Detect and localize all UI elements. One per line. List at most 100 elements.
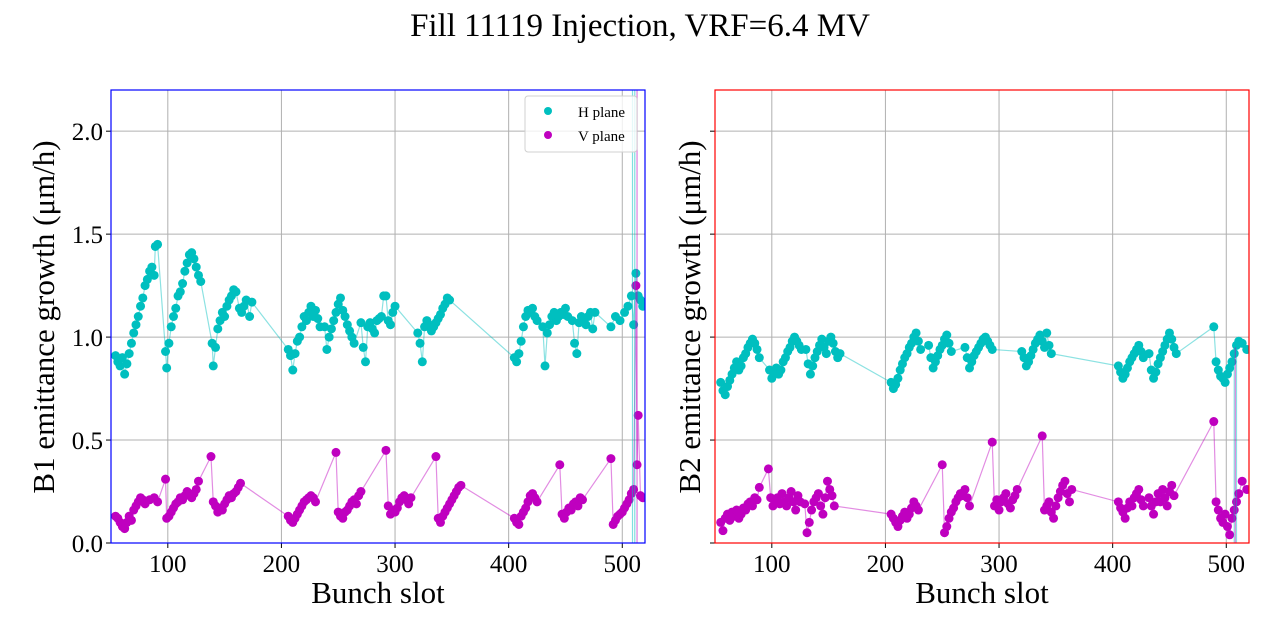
plot-frame: [714, 89, 1250, 544]
data-point-h-plane: [166, 322, 176, 332]
data-point-v-plane: [791, 505, 801, 515]
data-point-v-plane: [1037, 431, 1047, 441]
data-point-h-plane: [913, 336, 923, 346]
y-tick-label: 1.5: [72, 222, 103, 249]
data-point-h-plane: [115, 361, 125, 371]
data-point-h-plane: [1144, 349, 1154, 359]
data-point-v-plane: [827, 491, 837, 501]
data-point-h-plane: [1209, 322, 1219, 332]
data-point-h-plane: [122, 359, 132, 369]
data-point-h-plane: [231, 287, 241, 297]
data-point-h-plane: [581, 320, 591, 330]
data-point-v-plane: [829, 501, 839, 511]
data-point-h-plane: [835, 349, 845, 359]
data-point-v-plane: [1209, 417, 1219, 427]
data-point-v-plane: [1044, 497, 1054, 507]
data-point-h-plane: [196, 276, 206, 286]
b2-x-axis-label: Bunch slot: [915, 575, 1049, 610]
data-point-v-plane: [913, 505, 923, 515]
x-tick-label: 300: [980, 551, 1018, 578]
data-point-h-plane: [117, 353, 127, 363]
data-point-h-plane: [924, 340, 934, 350]
data-point-h-plane: [1167, 334, 1177, 344]
data-point-v-plane: [431, 452, 441, 462]
data-point-v-plane: [1232, 497, 1242, 507]
data-point-v-plane: [813, 489, 823, 499]
x-tick-label: 400: [1094, 551, 1132, 578]
data-point-h-plane: [736, 361, 746, 371]
data-point-v-plane: [331, 447, 341, 457]
data-point-h-plane: [572, 349, 582, 359]
data-point-h-plane: [626, 291, 636, 301]
data-point-v-plane: [191, 484, 201, 494]
data-point-h-plane: [153, 239, 163, 249]
data-point-h-plane: [417, 357, 427, 367]
data-point-v-plane: [718, 526, 728, 536]
data-point-v-plane: [1127, 501, 1137, 511]
data-point-h-plane: [180, 266, 190, 276]
data-point-h-plane: [313, 314, 323, 324]
data-point-h-plane: [631, 268, 641, 278]
data-point-h-plane: [149, 270, 159, 280]
b2-y-axis-label: B2 emittance growth (μm/h): [672, 140, 707, 493]
data-point-h-plane: [545, 320, 555, 330]
x-tick-label: 300: [376, 551, 414, 578]
data-point-h-plane: [942, 330, 952, 340]
data-point-v-plane: [532, 497, 542, 507]
x-tick-label: 500: [604, 551, 642, 578]
panel-b1: 100 200 300 400 500 0.0 0.5 1.0 1.5 2.0: [72, 89, 646, 578]
x-tick-label: 100: [753, 551, 791, 578]
data-point-h-plane: [370, 328, 380, 338]
data-point-h-plane: [331, 307, 341, 317]
data-point-v-plane: [994, 505, 1004, 515]
data-point-h-plane: [445, 295, 455, 305]
data-point-v-plane: [578, 495, 588, 505]
data-point-v-plane: [1051, 501, 1061, 511]
data-point-h-plane: [147, 262, 157, 272]
data-point-v-plane: [406, 493, 416, 503]
data-point-h-plane: [168, 312, 178, 321]
data-point-v-plane: [1237, 476, 1247, 486]
data-point-v-plane: [1049, 513, 1059, 523]
data-point-v-plane: [206, 452, 216, 462]
data-point-h-plane: [944, 338, 954, 348]
data-point-h-plane: [126, 338, 136, 348]
data-point-h-plane: [1171, 349, 1181, 359]
data-point-v-plane: [942, 522, 952, 532]
data-point-h-plane: [358, 342, 368, 352]
b1-x-axis-label: Bunch slot: [311, 575, 445, 610]
data-point-h-plane: [540, 361, 550, 371]
x-tick-label: 500: [1208, 551, 1246, 578]
legend-v-plane-marker: [544, 131, 552, 139]
data-point-v-plane: [381, 445, 391, 455]
b1-y-axis-label: B1 emittance growth (μm/h): [26, 140, 61, 493]
data-point-v-plane: [1160, 493, 1170, 503]
data-point-h-plane: [142, 274, 152, 284]
data-point-v-plane: [1060, 476, 1070, 486]
data-point-h-plane: [615, 316, 625, 326]
data-point-v-plane: [555, 460, 565, 470]
data-point-v-plane: [1167, 480, 1177, 490]
data-point-v-plane: [822, 476, 832, 486]
data-point-h-plane: [538, 322, 548, 332]
data-point-h-plane: [295, 332, 305, 342]
x-tick-label: 200: [263, 551, 301, 578]
data-point-h-plane: [638, 301, 645, 311]
data-point-v-plane: [782, 501, 792, 511]
data-point-h-plane: [191, 262, 201, 272]
data-point-v-plane: [633, 410, 643, 420]
panel-b2: 100 200 300 400 500: [710, 89, 1250, 578]
data-point-v-plane: [777, 489, 787, 499]
data-point-v-plane: [1169, 491, 1179, 501]
data-point-v-plane: [800, 499, 810, 509]
data-point-v-plane: [788, 497, 798, 507]
data-point-h-plane: [1042, 328, 1052, 338]
data-point-h-plane: [356, 318, 366, 328]
data-point-v-plane: [1220, 509, 1230, 519]
data-point-h-plane: [189, 254, 199, 264]
data-point-h-plane: [532, 316, 542, 326]
data-point-h-plane: [946, 347, 956, 357]
data-point-h-plane: [311, 305, 321, 315]
data-point-h-plane: [518, 322, 528, 332]
